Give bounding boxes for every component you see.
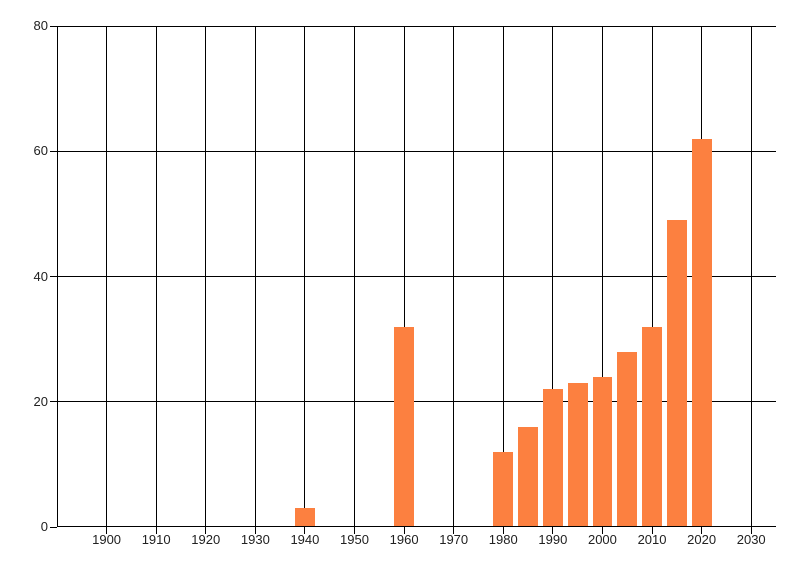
- x-tick-label: 1940: [290, 532, 320, 547]
- x-tick-label: 1920: [191, 532, 221, 547]
- x-tick-label: 1910: [141, 532, 171, 547]
- x-tick: [701, 527, 703, 534]
- x-tick: [403, 527, 405, 534]
- x-tick: [453, 527, 455, 534]
- bar: [617, 351, 638, 527]
- x-tick: [254, 527, 256, 534]
- x-tick-label: 1950: [340, 532, 369, 547]
- y-gridline: [57, 401, 776, 403]
- y-tick-label: 40: [33, 268, 48, 284]
- y-tick: [50, 25, 57, 27]
- y-gridline: [57, 276, 776, 277]
- plot-area: [50, 25, 776, 534]
- y-tick-label: 20: [33, 393, 48, 409]
- x-tick: [106, 527, 108, 534]
- bar: [518, 426, 538, 527]
- x-tick-label: 1960: [389, 532, 419, 547]
- y-gridline: [57, 25, 776, 27]
- y-tick: [50, 276, 57, 277]
- x-tick: [155, 527, 157, 534]
- bar: [295, 508, 315, 527]
- x-tick-label: 2010: [637, 532, 667, 547]
- x-tick-label: 2000: [587, 532, 617, 547]
- x-tick: [651, 527, 653, 534]
- x-tick-label: 1990: [538, 532, 568, 547]
- x-tick: [304, 527, 306, 534]
- x-tick: [354, 527, 356, 534]
- x-axis-line: [57, 526, 776, 527]
- x-tick: [205, 527, 207, 534]
- bar: [666, 220, 687, 527]
- bar: [567, 382, 588, 527]
- x-tick-label: 1930: [240, 532, 270, 547]
- x-tick: [601, 527, 603, 534]
- y-tick: [50, 150, 57, 152]
- bar: [691, 138, 712, 527]
- bar: [394, 326, 414, 527]
- x-tick: [750, 527, 752, 534]
- x-tick-label: 1980: [488, 532, 518, 547]
- bar: [592, 376, 613, 527]
- y-tick-label: 80: [33, 18, 48, 33]
- y-axis-line: [56, 26, 58, 527]
- y-tick-label: 0: [40, 519, 48, 534]
- x-tick-label: 1970: [439, 532, 469, 547]
- y-tick: [50, 526, 57, 528]
- x-tick-label: 2030: [736, 532, 766, 547]
- x-tick: [502, 527, 504, 534]
- y-tick: [50, 401, 57, 403]
- x-tick: [552, 527, 554, 534]
- y-tick-label: 60: [33, 143, 48, 159]
- x-tick-label: 1900: [92, 532, 122, 547]
- bar: [642, 326, 662, 527]
- y-gridline: [57, 150, 776, 152]
- bar: [542, 389, 563, 527]
- bar: [493, 451, 514, 527]
- x-tick-label: 2020: [687, 532, 717, 547]
